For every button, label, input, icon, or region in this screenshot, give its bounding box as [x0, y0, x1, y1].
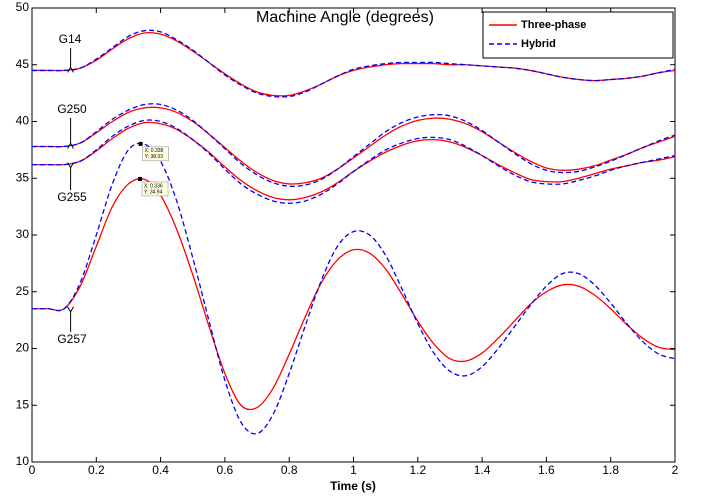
y-tick-label: 20	[16, 341, 30, 355]
y-tick-label: 15	[16, 397, 30, 411]
plot-area	[31, 7, 676, 463]
datatip-marker	[138, 141, 143, 146]
legend-label: Three-phase	[521, 19, 586, 31]
line-series	[31, 103, 676, 187]
y-tick-label: 25	[16, 284, 30, 298]
line-series	[31, 106, 676, 185]
datatip-x: X: 0.338	[145, 148, 164, 154]
x-tick-label: 0.2	[88, 463, 105, 477]
x-tick-label: 1.6	[538, 463, 555, 477]
x-tick-label: 0.8	[281, 463, 298, 477]
datatip-box	[142, 146, 169, 162]
x-tick-label: 1.8	[602, 463, 619, 477]
annotation-arrowhead	[67, 162, 75, 169]
datatip-y: Y: 34.94	[144, 189, 163, 195]
y-tick-label: 45	[16, 57, 30, 71]
x-tick-label: 1.2	[409, 463, 426, 477]
series-label: G250	[57, 102, 87, 116]
annotation-arrowhead	[67, 66, 75, 73]
annotation-arrowhead	[67, 142, 75, 149]
legend-label: Hybrid	[521, 38, 556, 50]
datatip-box	[141, 181, 169, 197]
y-tick-label: 40	[16, 114, 30, 128]
x-axis-label: Time (s)	[330, 479, 376, 493]
y-tick-label: 35	[16, 170, 30, 184]
legend-box	[482, 11, 674, 59]
x-tick-label: 0.6	[217, 463, 234, 477]
x-tick-label: 0.4	[152, 463, 169, 477]
series-label: G14	[59, 32, 82, 46]
line-series	[32, 29, 676, 98]
series-label: G257	[57, 332, 87, 346]
y-tick-label: 10	[16, 454, 30, 468]
datatip-marker	[138, 176, 143, 181]
series-label: G255	[57, 190, 87, 204]
datatip-x: X: 0.336	[144, 183, 163, 189]
annotation-arrowhead	[67, 306, 75, 313]
y-tick-label: 30	[16, 227, 30, 241]
datatip-y: Y: 38.03	[145, 154, 164, 160]
x-tick-label: 2	[672, 463, 679, 477]
x-tick-label: 0	[29, 463, 36, 477]
y-tick-label: 50	[16, 0, 30, 14]
x-tick-label: 1.4	[474, 463, 491, 477]
line-series	[32, 119, 676, 204]
chart-title: Machine Angle (degrees)	[256, 9, 434, 26]
x-tick-label: 1	[350, 463, 357, 477]
